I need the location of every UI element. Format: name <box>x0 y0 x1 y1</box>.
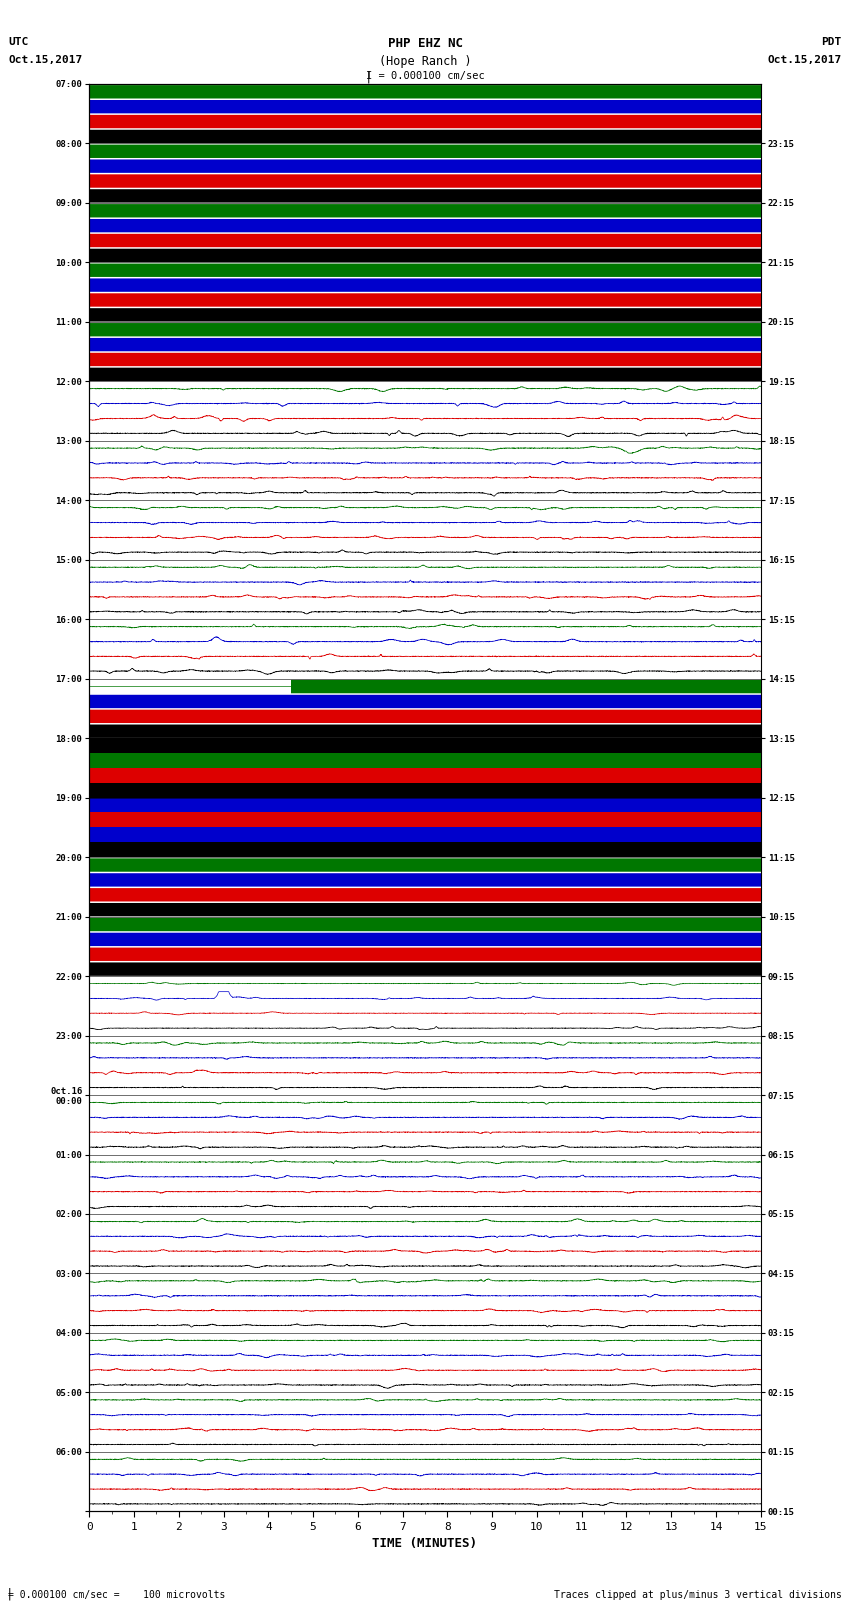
X-axis label: TIME (MINUTES): TIME (MINUTES) <box>372 1537 478 1550</box>
Bar <box>89 827 761 842</box>
Bar <box>89 753 761 768</box>
Text: PHP EHZ NC: PHP EHZ NC <box>388 37 462 50</box>
Bar <box>89 813 761 827</box>
Bar <box>89 739 761 753</box>
Bar <box>89 782 761 797</box>
Text: I = 0.000100 cm/sec: I = 0.000100 cm/sec <box>366 71 484 81</box>
Text: Oct.15,2017: Oct.15,2017 <box>8 55 82 65</box>
Text: UTC: UTC <box>8 37 29 47</box>
Text: PDT: PDT <box>821 37 842 47</box>
Bar <box>89 842 761 857</box>
Text: (Hope Ranch ): (Hope Ranch ) <box>379 55 471 68</box>
Text: Traces clipped at plus/minus 3 vertical divisions: Traces clipped at plus/minus 3 vertical … <box>553 1590 842 1600</box>
Text: = 0.000100 cm/sec =    100 microvolts: = 0.000100 cm/sec = 100 microvolts <box>8 1590 226 1600</box>
Text: |: | <box>6 1587 14 1600</box>
Text: |: | <box>365 71 371 84</box>
Bar <box>89 768 761 782</box>
Bar <box>89 679 291 694</box>
Bar <box>89 797 761 813</box>
Text: Oct.15,2017: Oct.15,2017 <box>768 55 842 65</box>
